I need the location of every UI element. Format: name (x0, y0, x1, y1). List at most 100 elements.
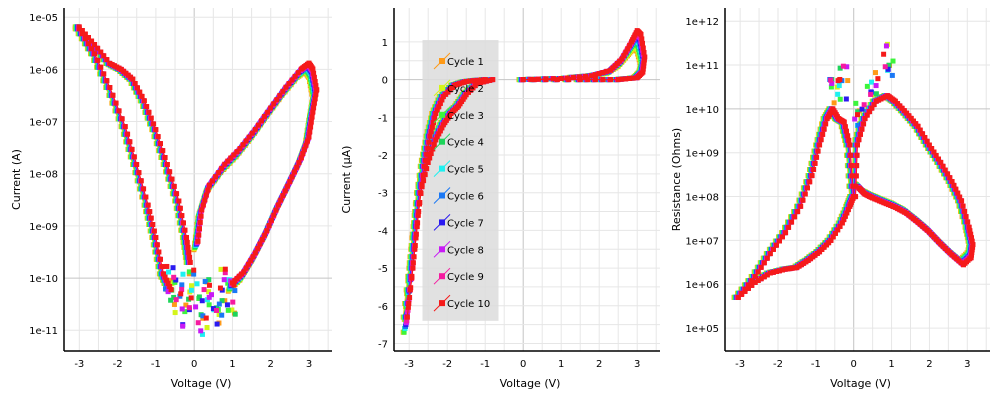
data-point (169, 176, 175, 182)
x-axis-title: Voltage (V) (171, 377, 232, 390)
legend-marker (439, 219, 445, 226)
data-point (155, 134, 161, 140)
legend-item: Cycle 1 (433, 52, 484, 70)
data-point (182, 227, 188, 233)
data-point (176, 198, 182, 204)
data-point (600, 70, 606, 75)
data-point (225, 280, 231, 286)
data-point (619, 76, 625, 82)
data-point (216, 170, 222, 175)
data-point (271, 212, 277, 218)
data-point (463, 79, 469, 84)
data-point (92, 42, 98, 47)
data-point (615, 77, 621, 83)
data-point (197, 219, 203, 225)
data-point (168, 278, 174, 284)
legend-label: Cycle 5 (447, 165, 484, 176)
data-series (400, 28, 648, 335)
legend-label: Cycle 3 (447, 111, 484, 122)
y-tick-label: -4 (378, 226, 388, 237)
data-point (230, 299, 236, 305)
data-point (427, 133, 433, 139)
data-point (199, 331, 205, 337)
data-point (89, 46, 95, 52)
data-point (273, 207, 279, 213)
data-point (853, 100, 859, 106)
data-point (146, 109, 152, 115)
data-point (623, 76, 629, 82)
data-point (151, 121, 157, 127)
data-point (131, 154, 137, 160)
legend-item: Cycle 4 (433, 133, 484, 151)
data-point (600, 77, 606, 83)
x-tick-label: -3 (404, 359, 414, 370)
data-point (113, 100, 119, 106)
data-point (434, 107, 440, 113)
data-point (182, 309, 188, 315)
data-point (418, 190, 424, 196)
x-axis-title: Voltage (V) (500, 377, 561, 390)
data-point (532, 77, 538, 83)
y-axis-title: Current (µA) (340, 146, 353, 214)
data-point (186, 269, 192, 275)
y-tick-label: 1e-10 (29, 274, 58, 285)
series-line (230, 93, 316, 287)
data-point (406, 301, 412, 306)
legend-label: Cycle 9 (447, 272, 484, 283)
data-point (312, 79, 318, 84)
data-point (104, 57, 110, 63)
data-point (310, 109, 316, 115)
data-point (224, 277, 230, 283)
data-point (855, 109, 861, 115)
data-point (162, 274, 168, 280)
data-point (164, 162, 170, 167)
data-point (164, 277, 170, 283)
data-point (313, 83, 319, 89)
series-line (231, 91, 317, 285)
data-point (467, 78, 473, 84)
data-point (221, 277, 227, 283)
data-point (132, 81, 138, 86)
data-point (206, 289, 212, 295)
data-point (640, 45, 646, 51)
x-tick-label: 3 (306, 359, 312, 370)
data-point (278, 197, 284, 203)
data-point (200, 313, 206, 319)
data-point (214, 321, 220, 327)
x-tick-label: -2 (113, 359, 123, 370)
data-point (179, 282, 185, 288)
data-point (551, 76, 557, 82)
data-point (194, 281, 200, 287)
data-point (164, 263, 170, 269)
data-point (404, 318, 410, 324)
legend-marker (439, 111, 445, 118)
data-point (837, 65, 843, 71)
data-point (170, 265, 176, 271)
data-point (165, 280, 171, 286)
data-point (168, 287, 174, 293)
data-point (425, 160, 431, 165)
y-tick-label: -1 (378, 113, 388, 124)
data-point (301, 146, 307, 152)
data-point (576, 74, 582, 80)
data-point (135, 85, 140, 91)
data-point (890, 58, 896, 64)
data-point (219, 312, 225, 318)
data-point (630, 75, 636, 81)
data-point (191, 271, 197, 277)
data-point (873, 91, 879, 97)
data-point (431, 141, 437, 147)
legend-marker (439, 192, 445, 199)
data-point (248, 257, 254, 263)
data-point (165, 289, 171, 295)
data-point (308, 119, 314, 125)
data-point (243, 265, 249, 271)
data-point (287, 179, 293, 184)
data-point (311, 100, 317, 106)
data-point (294, 164, 300, 170)
data-point (183, 302, 189, 308)
x-tick-label: 0 (191, 359, 197, 370)
data-point (217, 285, 223, 291)
data-point (79, 28, 85, 33)
legend-label: Cycle 8 (447, 245, 484, 256)
